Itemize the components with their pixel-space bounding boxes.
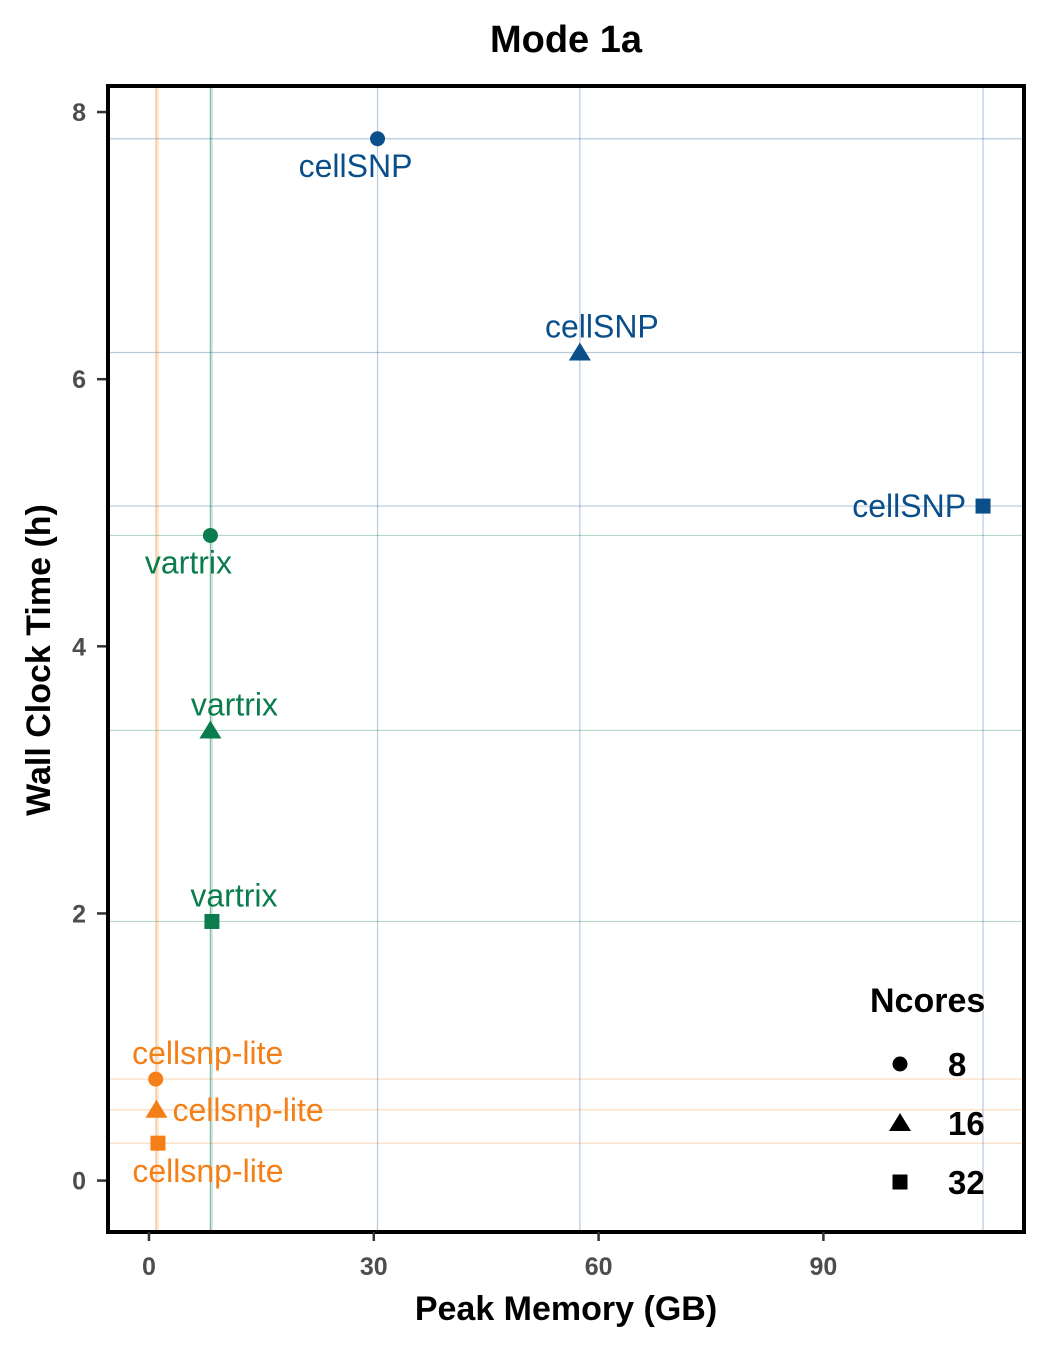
x-tick-label: 90 xyxy=(810,1253,838,1281)
y-tick-label: 0 xyxy=(72,1168,86,1196)
reference-lines xyxy=(110,88,1022,1230)
legend-label: 16 xyxy=(948,1105,985,1142)
chart-title: Mode 1a xyxy=(490,19,643,61)
y-tick-label: 4 xyxy=(72,633,86,661)
x-tick-label: 30 xyxy=(360,1253,388,1281)
data-point xyxy=(150,1135,166,1151)
x-axis-ticks: 0 30 60 90 xyxy=(142,1232,837,1281)
x-tick-label: 60 xyxy=(585,1253,613,1281)
data-points xyxy=(145,131,991,1151)
data-point xyxy=(145,1099,168,1118)
y-axis-ticks: 0 2 4 6 8 xyxy=(72,99,106,1196)
legend-key-square xyxy=(892,1174,908,1190)
legend-label: 8 xyxy=(948,1046,966,1083)
data-point xyxy=(202,527,218,543)
point-label: vartrix xyxy=(145,544,232,580)
plot-panel-border xyxy=(106,84,1026,1234)
point-label: cellsnp-lite xyxy=(132,1153,283,1189)
y-tick-label: 6 xyxy=(72,366,86,394)
x-tick-label: 0 xyxy=(142,1253,156,1281)
y-tick-label: 2 xyxy=(72,900,86,928)
data-point xyxy=(148,1071,164,1087)
data-point xyxy=(568,342,591,361)
data-point xyxy=(975,498,991,514)
point-label: cellsnp-lite xyxy=(132,1035,283,1071)
legend-label: 32 xyxy=(948,1164,985,1201)
point-label: cellSNP xyxy=(545,308,659,344)
legend-key-triangle xyxy=(889,1113,911,1131)
data-point xyxy=(370,131,386,147)
y-tick-label: 8 xyxy=(72,99,86,127)
legend-title: Ncores xyxy=(870,982,985,1020)
point-labels: cellSNP cellSNP cellSNP vartrix vartrix vartr… xyxy=(132,148,966,1189)
point-label: vartrix xyxy=(191,686,278,722)
x-axis-label: Peak Memory (GB) xyxy=(415,1290,717,1328)
data-point xyxy=(199,720,222,739)
point-label: cellSNP xyxy=(299,148,413,184)
legend: Ncores 8 16 32 xyxy=(870,982,985,1201)
y-axis-label: Wall Clock Time (h) xyxy=(20,504,58,816)
point-label: cellsnp-lite xyxy=(172,1092,323,1128)
legend-key-circle xyxy=(892,1056,908,1072)
point-label: cellSNP xyxy=(852,488,966,524)
data-point xyxy=(204,913,220,929)
point-label: vartrix xyxy=(190,877,277,913)
